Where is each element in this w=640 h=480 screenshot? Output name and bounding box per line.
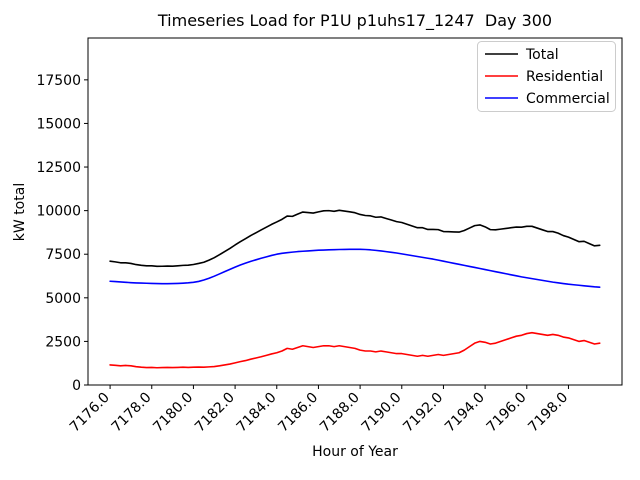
x-tick-label: 7196.0 — [484, 390, 530, 436]
y-tick-label: 10000 — [36, 204, 81, 220]
axes-spines — [87, 37, 623, 386]
y-tick-label: 0 — [72, 378, 81, 394]
x-tick-label: 7198.0 — [525, 390, 571, 436]
legend: Total Residential Commercial — [477, 41, 616, 112]
x-tick-label: 7190.0 — [359, 390, 405, 436]
legend-label-total: Total — [525, 47, 559, 63]
y-tick-label: 7500 — [45, 247, 81, 263]
series-lines — [109, 209, 601, 369]
y-axis-label: kW total — [12, 183, 28, 241]
x-tick-label: 7192.0 — [400, 390, 446, 436]
x-tick-label: 7186.0 — [275, 390, 321, 436]
chart-title: Timeseries Load for P1U p1uhs17_1247 Day… — [157, 11, 552, 31]
x-tick-label: 7194.0 — [442, 390, 488, 436]
y-tick-label: 17500 — [36, 73, 81, 89]
series-line-commercial — [109, 248, 601, 288]
x-tick-label: 7184.0 — [234, 390, 280, 436]
x-tick-label: 7188.0 — [317, 390, 363, 436]
y-tick-label: 5000 — [45, 291, 81, 307]
series-line-residential — [109, 331, 601, 369]
series-line-total — [109, 209, 601, 268]
legend-label-residential: Residential — [526, 69, 603, 85]
x-tick-label: 7182.0 — [192, 390, 238, 436]
y-tick-label: 15000 — [36, 116, 81, 132]
legend-label-commercial: Commercial — [526, 91, 610, 107]
y-tick-label: 12500 — [36, 160, 81, 176]
x-tick-label: 7176.0 — [67, 390, 113, 436]
x-axis-label: Hour of Year — [312, 444, 398, 460]
legend-box — [477, 41, 616, 112]
y-tick-label: 2500 — [45, 334, 81, 350]
x-tick-label: 7178.0 — [109, 390, 155, 436]
x-tick-label: 7180.0 — [150, 390, 196, 436]
